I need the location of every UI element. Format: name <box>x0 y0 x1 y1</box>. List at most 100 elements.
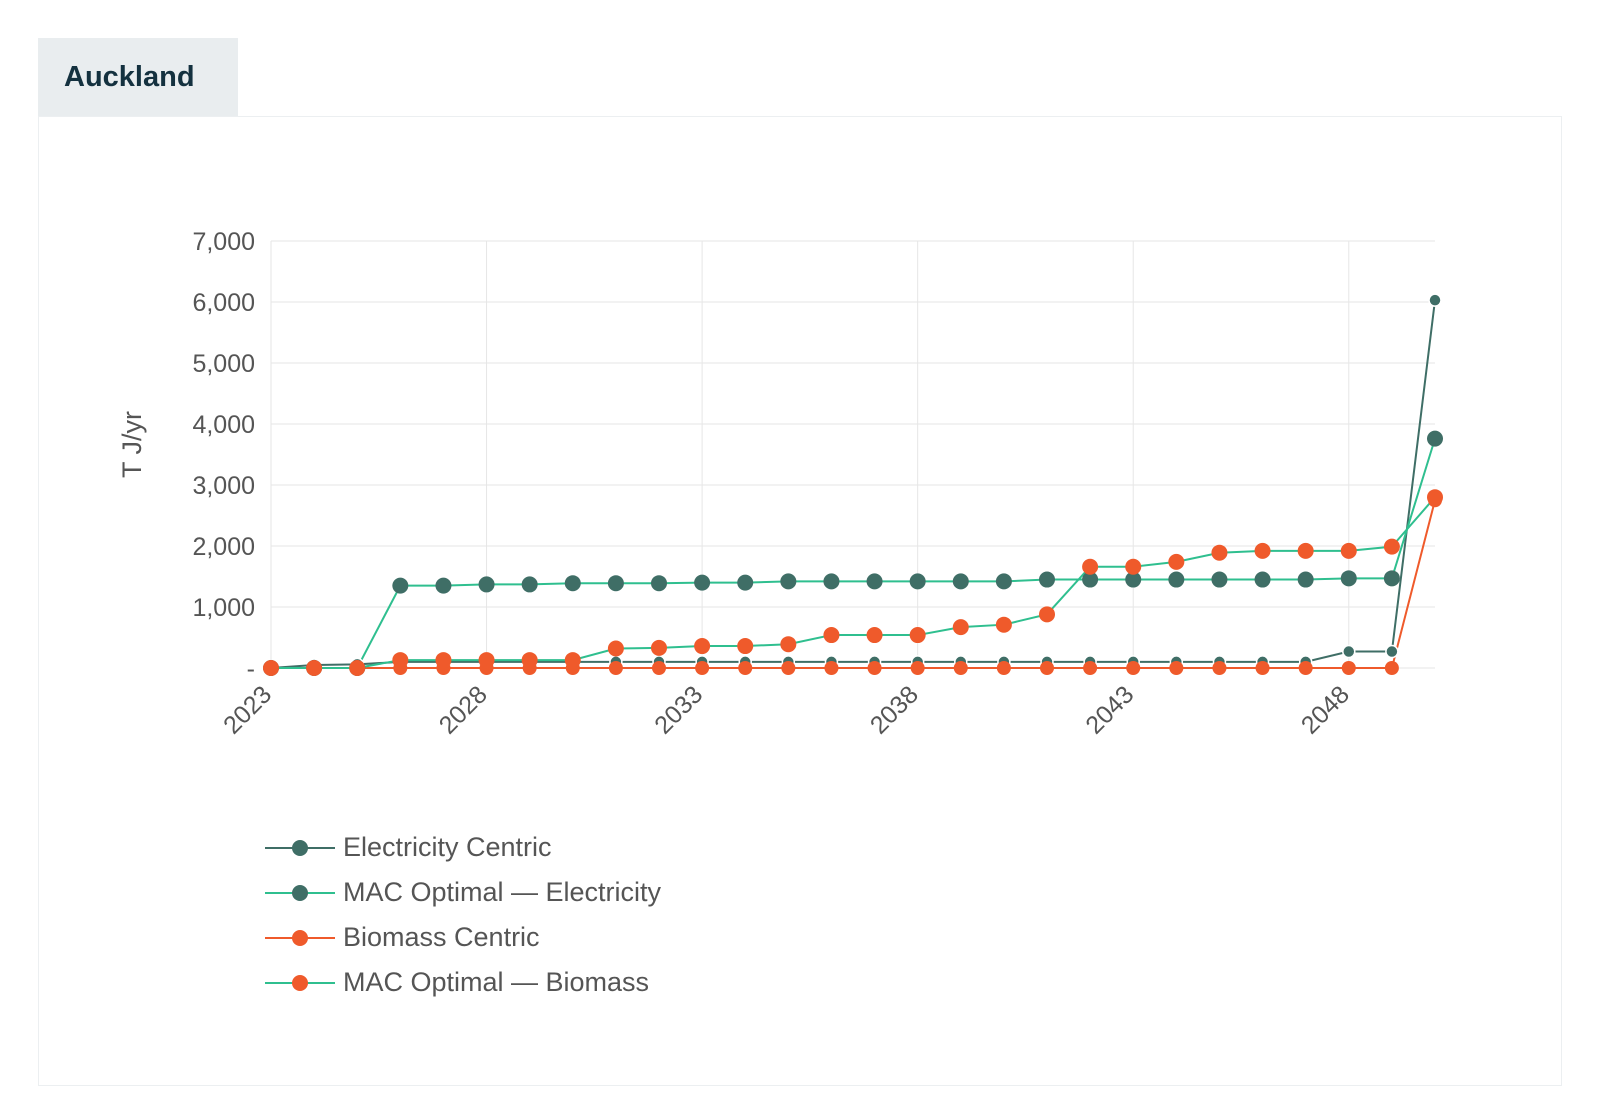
data-point-mac_biomass <box>1340 542 1357 559</box>
data-point-biomass_centric <box>695 661 710 675</box>
legend-label: MAC Optimal — Electricity <box>343 877 662 907</box>
data-point-mac_biomass <box>521 652 538 669</box>
x-tick-label: 2023 <box>218 680 277 739</box>
data-point-mac_biomass <box>1082 558 1099 575</box>
legend-swatch-electricity-centric <box>265 839 335 856</box>
data-point-biomass_centric <box>608 661 623 675</box>
y-tick-label: 4,000 <box>192 411 255 439</box>
data-point-biomass_centric <box>1212 661 1227 675</box>
chart-panel: - 1,000 2,000 3,000 4,000 5,000 6,000 7,000 2023… <box>38 116 1562 1086</box>
data-point-biomass_centric <box>738 661 753 675</box>
data-point-mac_biomass <box>1254 542 1271 559</box>
legend-swatch-biomass-centric <box>265 929 335 946</box>
data-point-mac_electricity <box>392 577 409 594</box>
data-point-mac_electricity <box>564 575 581 592</box>
x-tick-label: 2048 <box>1296 680 1355 739</box>
data-point-biomass_centric <box>1126 661 1141 675</box>
data-point-mac_biomass <box>306 660 323 676</box>
line-chart: - 1,000 2,000 3,000 4,000 5,000 6,000 7,000 2023… <box>117 228 1443 740</box>
data-point-biomass_centric <box>910 661 925 675</box>
y-tick-label: - <box>247 655 255 683</box>
data-point-mac_biomass <box>651 639 667 656</box>
data-point-mac_electricity <box>1125 571 1142 588</box>
y-tick-label: 5,000 <box>192 350 255 378</box>
data-point-mac_biomass <box>564 652 581 669</box>
y-tick-label: 1,000 <box>192 594 255 622</box>
y-tick-label: 7,000 <box>192 228 255 256</box>
data-point-mac_biomass <box>435 652 452 669</box>
y-axis-title: T J/yr <box>117 411 147 478</box>
data-point-mac_biomass <box>995 616 1012 633</box>
data-point-mac_electricity <box>952 573 969 590</box>
legend-swatch-mac-biomass <box>265 974 335 991</box>
data-point-mac_biomass <box>1383 538 1400 555</box>
data-point-mac_electricity <box>1039 571 1055 588</box>
data-point-mac_electricity <box>607 575 624 592</box>
data-point-mac_electricity <box>866 573 883 590</box>
data-point-mac_biomass <box>694 638 711 655</box>
data-point-mac_electricity <box>1254 571 1271 588</box>
data-point-mac_biomass <box>823 627 840 644</box>
data-point-biomass_centric <box>1255 661 1270 675</box>
data-point-biomass_centric <box>953 661 968 675</box>
tab-auckland[interactable]: Auckland <box>38 38 238 116</box>
legend-swatch-mac-electricity <box>265 884 335 901</box>
legend-item-mac-biomass[interactable]: MAC Optimal — Biomass <box>265 960 661 1005</box>
data-point-mac_electricity <box>651 575 667 592</box>
data-point-mac_electricity <box>1297 571 1314 588</box>
legend-label: MAC Optimal — Biomass <box>343 967 650 997</box>
data-point-mac_electricity <box>694 574 711 591</box>
legend-item-biomass-centric[interactable]: Biomass Centric <box>265 915 661 960</box>
data-point-mac_electricity <box>1383 570 1400 587</box>
data-point-mac_biomass <box>392 652 409 669</box>
data-point-biomass_centric <box>1169 661 1184 675</box>
x-tick-label: 2028 <box>434 680 493 739</box>
series-line-mac_biomass <box>271 496 1436 669</box>
data-point-biomass_centric <box>1298 661 1313 675</box>
series-line-biomass_centric <box>271 500 1436 669</box>
data-point-mac_electricity <box>995 573 1012 590</box>
data-point-biomass_centric <box>1040 661 1054 675</box>
data-point-mac_electricity <box>823 573 840 590</box>
data-point-mac_biomass <box>952 619 969 636</box>
data-point-mac_biomass <box>1039 606 1055 623</box>
series-line-electricity_centric <box>270 300 1436 669</box>
legend-marker <box>292 839 308 856</box>
legend-marker <box>292 974 308 991</box>
data-point-mac_electricity <box>780 573 797 590</box>
y-tick-label: 2,000 <box>192 533 255 561</box>
data-point-mac_biomass <box>349 660 366 676</box>
data-point-mac_biomass <box>1427 489 1443 506</box>
data-point-biomass_centric <box>867 661 882 675</box>
data-point-biomass_centric <box>781 661 796 675</box>
x-tick-label: 2038 <box>865 680 924 739</box>
data-point-mac_biomass <box>1168 553 1185 570</box>
data-point-mac_biomass <box>478 652 495 669</box>
data-point-electricity_centric <box>1342 644 1356 659</box>
data-point-mac_biomass <box>866 627 883 644</box>
data-point-biomass_centric <box>1384 661 1399 675</box>
data-point-mac_electricity <box>1082 571 1099 588</box>
data-point-mac_electricity <box>521 576 538 593</box>
y-tick-label: 6,000 <box>192 289 255 317</box>
data-point-mac_electricity <box>737 574 754 591</box>
chart-legend: Electricity Centric MAC Optimal — Electr… <box>265 825 661 1005</box>
data-point-mac_electricity <box>435 577 452 594</box>
legend-label: Electricity Centric <box>343 832 552 862</box>
legend-item-electricity-centric[interactable]: Electricity Centric <box>265 825 661 870</box>
data-point-mac_biomass <box>1297 542 1314 559</box>
legend-marker <box>292 884 308 901</box>
tab-label: Auckland <box>64 60 195 93</box>
data-point-mac_biomass <box>1211 544 1228 561</box>
data-point-mac_electricity <box>1211 571 1228 588</box>
y-tick-label: 3,000 <box>192 472 255 500</box>
data-point-mac_electricity <box>909 573 926 590</box>
data-point-mac_electricity <box>1340 570 1357 587</box>
data-point-mac_biomass <box>1125 558 1142 575</box>
legend-label: Biomass Centric <box>343 922 540 952</box>
data-point-electricity_centric <box>1385 644 1399 659</box>
data-point-biomass_centric <box>652 661 666 675</box>
data-point-mac_biomass <box>909 627 926 644</box>
legend-item-mac-electricity[interactable]: MAC Optimal — Electricity <box>265 870 661 915</box>
x-tick-label: 2043 <box>1080 680 1139 739</box>
